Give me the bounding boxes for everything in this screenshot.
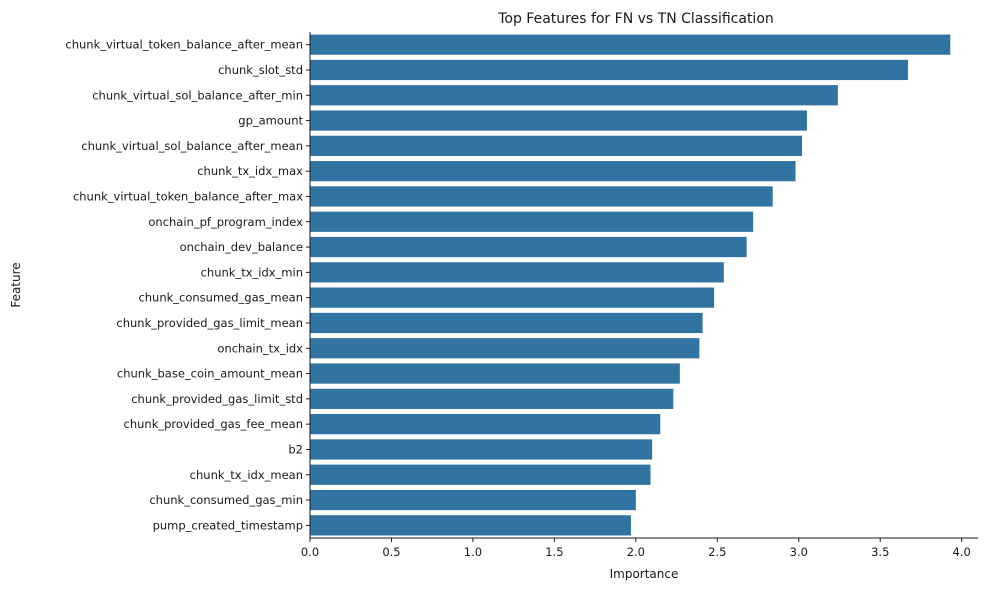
bar-chunk_slot_std	[310, 59, 908, 81]
y-tick-label: chunk_virtual_token_balance_after_mean	[65, 38, 303, 52]
x-tick-label: 3.0	[790, 545, 808, 559]
bar-chunk_virtual_token_balance_after_max	[310, 186, 773, 207]
bar-b2	[310, 439, 653, 460]
bar-pump_created_timestamp	[310, 515, 631, 536]
x-tick-labels: 0.0 0.5 1.0 1.5 2.0 2.5 3.0 3.5 4.0	[301, 538, 971, 559]
bar-chunk_provided_gas_limit_mean	[310, 312, 703, 334]
bar-onchain_pf_program_index	[310, 211, 754, 232]
y-tick-label: chunk_slot_std	[218, 63, 303, 77]
y-tick-label: chunk_consumed_gas_min	[149, 493, 303, 507]
y-tick-label: chunk_virtual_sol_balance_after_min	[92, 88, 303, 102]
bar-chunk_provided_gas_limit_std	[310, 388, 674, 409]
y-tick-label: chunk_tx_idx_mean	[190, 468, 303, 482]
y-tick-label: chunk_consumed_gas_mean	[138, 291, 303, 305]
bar-onchain_dev_balance	[310, 236, 747, 258]
y-tick-label: chunk_provided_gas_limit_mean	[116, 316, 303, 330]
x-tick-label: 2.0	[627, 545, 645, 559]
x-tick-label: 0.5	[382, 545, 400, 559]
bar-chunk_tx_idx_min	[310, 262, 724, 283]
y-tick-label: onchain_tx_idx	[217, 341, 303, 355]
y-tick-label: chunk_tx_idx_max	[197, 164, 303, 178]
x-tick-label: 4.0	[953, 545, 971, 559]
bar-gp_amount	[310, 110, 807, 131]
y-tick-label: pump_created_timestamp	[153, 518, 303, 532]
y-tick-label: chunk_virtual_sol_balance_after_mean	[81, 139, 303, 153]
bar-chunk_virtual_sol_balance_after_min	[310, 85, 838, 106]
bars-group	[310, 34, 951, 536]
bar-onchain_tx_idx	[310, 338, 700, 359]
x-tick-label: 1.5	[545, 545, 563, 559]
y-tick-label: chunk_provided_gas_fee_mean	[124, 417, 304, 431]
y-tick-label: chunk_tx_idx_min	[201, 265, 303, 279]
x-tick-label: 3.5	[871, 545, 889, 559]
bar-chunk_consumed_gas_mean	[310, 287, 715, 308]
x-tick-label: 1.0	[464, 545, 482, 559]
y-tick-label: onchain_pf_program_index	[148, 215, 303, 229]
y-tick-label: onchain_dev_balance	[180, 240, 303, 254]
y-tick-label: chunk_base_coin_amount_mean	[117, 367, 303, 381]
y-tick-label: chunk_provided_gas_limit_std	[131, 392, 303, 406]
bar-chunk_consumed_gas_min	[310, 489, 636, 511]
y-tick-label: gp_amount	[238, 114, 303, 128]
bar-chunk_virtual_sol_balance_after_mean	[310, 135, 803, 156]
bar-chunk_base_coin_amount_mean	[310, 363, 680, 384]
bar-chunk_tx_idx_max	[310, 161, 796, 182]
y-tick-label: chunk_virtual_token_balance_after_max	[73, 189, 303, 203]
bar-chunk_provided_gas_fee_mean	[310, 414, 661, 435]
chart-title: Top Features for FN vs TN Classification	[497, 11, 774, 27]
y-tick-label: b2	[288, 442, 303, 456]
bar-chunk_virtual_token_balance_after_mean	[310, 34, 951, 55]
y-axis-label: Feature	[9, 262, 23, 307]
x-tick-label: 2.5	[708, 545, 726, 559]
x-axis-label: Importance	[610, 567, 679, 581]
bar-chunk_tx_idx_mean	[310, 464, 651, 485]
x-tick-label: 0.0	[301, 545, 319, 559]
y-tick-labels: chunk_virtual_token_balance_after_meanch…	[65, 38, 310, 532]
